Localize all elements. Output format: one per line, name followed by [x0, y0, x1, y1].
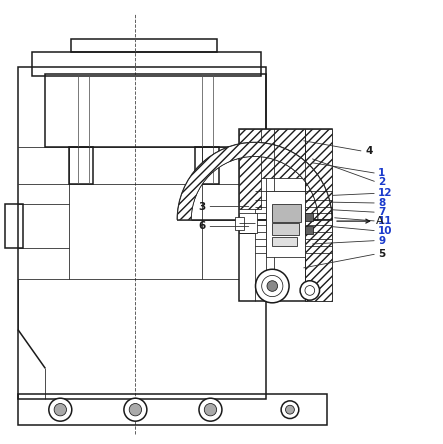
Circle shape — [124, 398, 147, 421]
Text: 12: 12 — [378, 188, 393, 198]
Text: 3: 3 — [199, 202, 206, 211]
Circle shape — [54, 404, 66, 416]
Text: 6: 6 — [199, 222, 206, 231]
Bar — [71, 39, 217, 52]
Text: 8: 8 — [378, 198, 385, 208]
Circle shape — [129, 404, 142, 416]
Text: A: A — [376, 216, 384, 226]
Bar — [305, 226, 313, 234]
Bar — [69, 147, 93, 184]
Bar — [305, 129, 332, 301]
Text: 5: 5 — [378, 249, 385, 259]
Bar — [266, 191, 305, 258]
Text: 7: 7 — [378, 207, 386, 217]
Bar — [305, 213, 313, 221]
Bar — [239, 129, 261, 209]
Text: 4: 4 — [365, 147, 373, 156]
Bar — [235, 217, 244, 230]
Bar — [195, 147, 219, 184]
Circle shape — [199, 398, 222, 421]
Bar — [268, 286, 276, 301]
Bar — [18, 67, 266, 399]
Circle shape — [262, 275, 283, 297]
Circle shape — [286, 405, 294, 414]
Bar — [239, 129, 332, 301]
Text: 11: 11 — [378, 216, 393, 226]
Text: 1: 1 — [378, 168, 385, 178]
Wedge shape — [177, 143, 332, 220]
Bar — [45, 74, 266, 147]
Bar — [239, 129, 332, 178]
Circle shape — [256, 269, 289, 303]
Circle shape — [267, 281, 278, 291]
Circle shape — [204, 404, 217, 416]
Bar — [78, 74, 89, 184]
Bar — [272, 204, 301, 222]
Bar — [272, 237, 296, 246]
Circle shape — [49, 398, 72, 421]
Circle shape — [305, 285, 315, 295]
Bar — [239, 213, 257, 233]
Text: 2: 2 — [378, 177, 385, 187]
Bar — [272, 223, 299, 235]
Bar — [31, 52, 261, 76]
Circle shape — [281, 401, 299, 419]
Circle shape — [300, 281, 319, 300]
Bar — [18, 394, 327, 425]
Bar — [202, 74, 213, 184]
Text: 9: 9 — [378, 236, 385, 246]
Bar — [5, 204, 23, 249]
Text: 10: 10 — [378, 226, 393, 236]
